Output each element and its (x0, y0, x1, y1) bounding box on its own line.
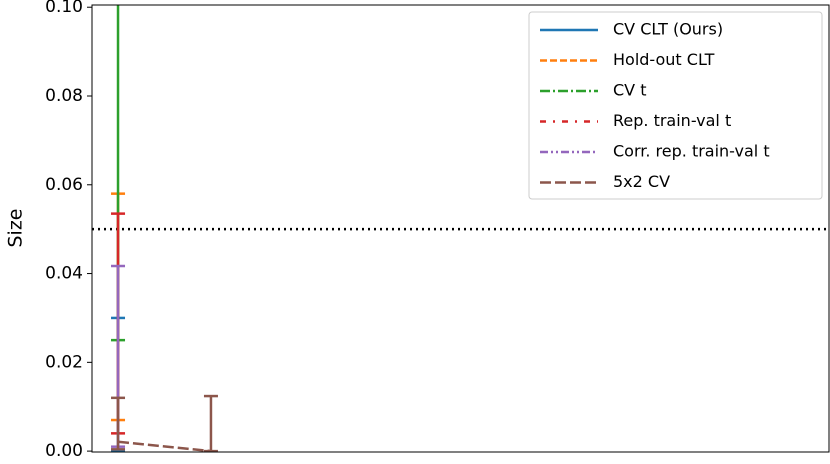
y-axis-label: Size (5, 208, 27, 247)
legend-label: CV CLT (Ours) (613, 20, 723, 39)
legend-label: Hold-out CLT (613, 50, 715, 69)
plot-area (92, 5, 829, 452)
series-line (117, 440, 212, 452)
y-tick-label: 0.04 (45, 264, 83, 284)
y-tick-label: 0.00 (45, 441, 83, 461)
legend-box (528, 11, 823, 200)
y-tick-label: 0.02 (45, 352, 83, 372)
legend-label: Corr. rep. train-val t (613, 142, 770, 161)
legend-label: 5x2 CV (613, 172, 670, 191)
y-tick-label: 0.08 (45, 86, 83, 106)
legend-label: CV t (613, 81, 646, 100)
legend-label: Rep. train-val t (613, 111, 731, 130)
y-tick-label: 0.10 (45, 0, 83, 17)
plot-frame (91, 4, 830, 453)
y-tick-label: 0.06 (45, 175, 83, 195)
legend: CV CLT (Ours) Hold-out CLT CV t Rep. train-… (528, 11, 823, 200)
